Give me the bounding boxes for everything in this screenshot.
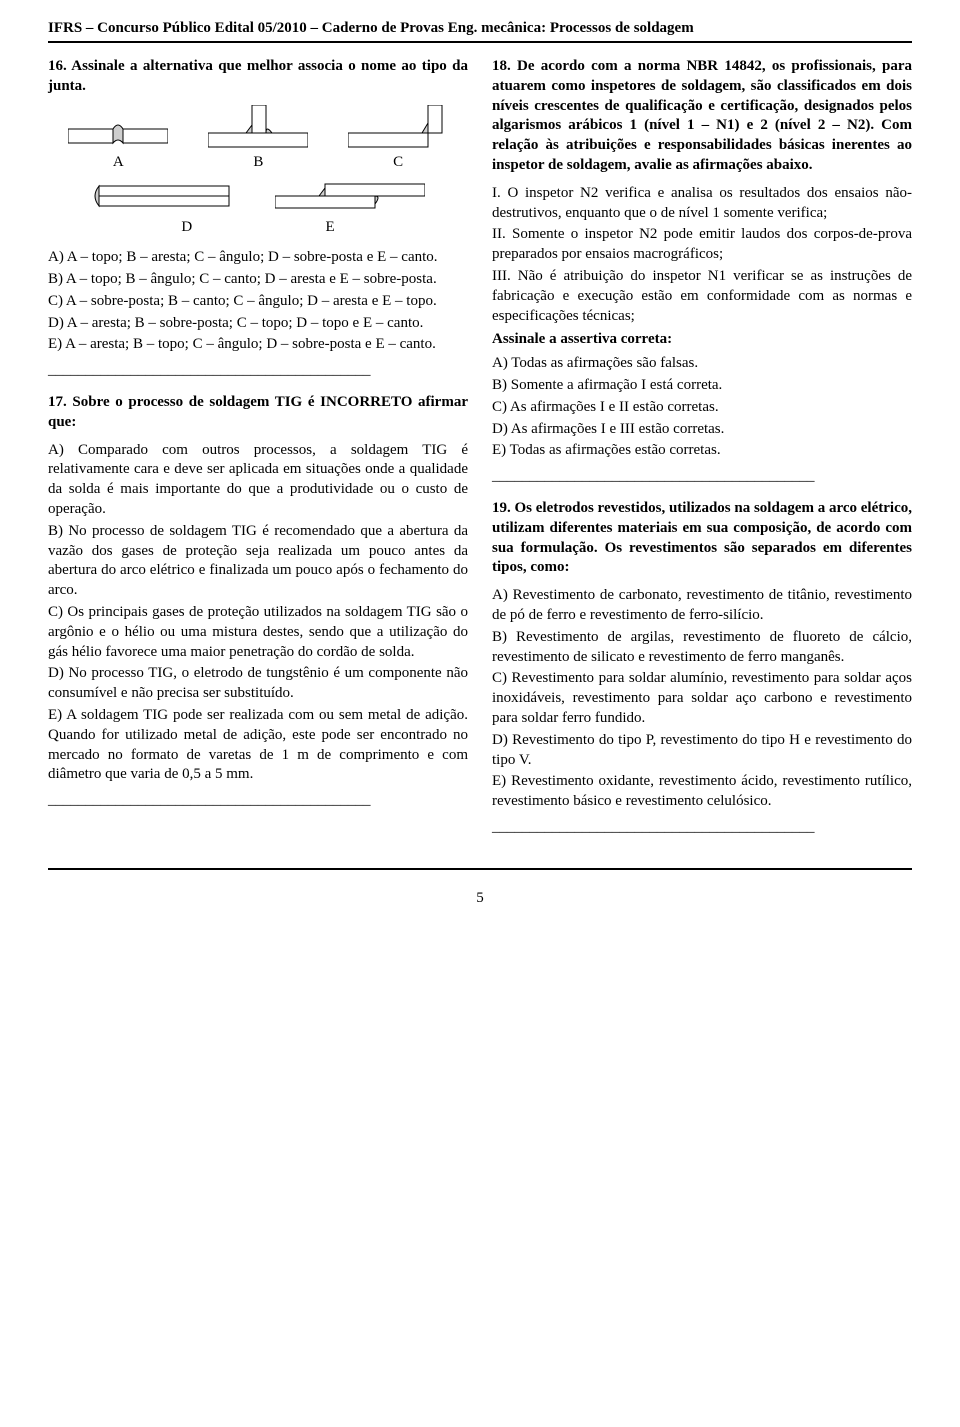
diagram-row1 [48,105,468,149]
q18-options: A) Todas as afirmações são falsas. B) So… [492,354,912,461]
q19-optD: D) Revestimento do tipo P, revestimento … [492,731,912,771]
joint-C [348,105,448,149]
q18-i3: III. Não é atribuição do inspetor N1 ver… [492,267,912,326]
q18-assert: Assinale a assertiva correta: [492,330,912,350]
separator-q18: ________________________________________… [492,467,912,487]
q18-optC: C) As afirmações I e II estão corretas. [492,398,912,418]
label-D: D [181,218,192,238]
joint-D [91,182,231,214]
q19-title: 19. Os eletrodos revestidos, utilizados … [492,499,912,578]
separator-q17: ________________________________________… [48,791,468,811]
q19-options: A) Revestimento de carbonato, revestimen… [492,586,912,812]
q18-items: I. O inspetor N2 verifica e analisa os r… [492,184,912,327]
q16-optB: B) A – topo; B – ângulo; C – canto; D – … [48,270,468,290]
left-column: 16. Assinale a alternativa que melhor as… [48,57,468,850]
label-C: C [393,153,403,173]
q18-optE: E) Todas as afirmações estão corretas. [492,441,912,461]
q17-optE: E) A soldagem TIG pode ser realizada com… [48,706,468,785]
q18-optB: B) Somente a afirmação I está correta. [492,376,912,396]
joint-A [68,119,168,149]
q17-optB: B) No processo de soldagem TIG é recomen… [48,522,468,601]
q19-optB: B) Revestimento de argilas, revestimento… [492,628,912,668]
q16-options: A) A – topo; B – aresta; C – ângulo; D –… [48,248,468,355]
q18-optA: A) Todas as afirmações são falsas. [492,354,912,374]
q18-optD: D) As afirmações I e III estão corretas. [492,420,912,440]
q17-optD: D) No processo TIG, o eletrodo de tungst… [48,664,468,704]
separator-q19: ________________________________________… [492,818,912,838]
q17-options: A) Comparado com outros processos, a sol… [48,441,468,786]
q16-title: 16. Assinale a alternativa que melhor as… [48,57,468,97]
joint-B [208,105,308,149]
q19-optC: C) Revestimento para soldar alumínio, re… [492,669,912,728]
label-B: B [253,153,263,173]
footer-divider [48,868,912,870]
q16-optC: C) A – sobre-posta; B – canto; C – ângul… [48,292,468,312]
q16-diagram: A B C [48,105,468,239]
diagram-row1-labels: A B C [48,153,468,173]
q19-optE: E) Revestimento oxidante, revestimento á… [492,772,912,812]
page-header: IFRS – Concurso Público Edital 05/2010 –… [48,20,912,37]
q18-i2: II. Somente o inspetor N2 pode emitir la… [492,225,912,265]
q16-optA: A) A – topo; B – aresta; C – ângulo; D –… [48,248,468,268]
page-number: 5 [48,890,912,907]
diagram-row2-labels: D E [48,218,468,238]
q17-optA: A) Comparado com outros processos, a sol… [48,441,468,520]
q18-title: 18. De acordo com a norma NBR 14842, os … [492,57,912,176]
header-divider [48,41,912,43]
content-columns: 16. Assinale a alternativa que melhor as… [48,57,912,850]
diagram-row2 [48,182,468,214]
q17-optC: C) Os principais gases de proteção utili… [48,603,468,662]
separator-q16: ________________________________________… [48,361,468,381]
q17-title: 17. Sobre o processo de soldagem TIG é I… [48,393,468,433]
joint-C-icon [348,105,448,149]
joint-A-icon [68,119,168,149]
label-A: A [113,153,124,173]
joint-E-icon [275,182,425,214]
q16-optE: E) A – aresta; B – topo; C – ângulo; D –… [48,335,468,355]
joint-B-icon [208,105,308,149]
right-column: 18. De acordo com a norma NBR 14842, os … [492,57,912,850]
q18-i1: I. O inspetor N2 verifica e analisa os r… [492,184,912,224]
joint-E [275,182,425,214]
joint-D-icon [91,182,231,214]
q19-optA: A) Revestimento de carbonato, revestimen… [492,586,912,626]
q16-optD: D) A – aresta; B – sobre-posta; C – topo… [48,314,468,334]
label-E: E [326,218,335,238]
